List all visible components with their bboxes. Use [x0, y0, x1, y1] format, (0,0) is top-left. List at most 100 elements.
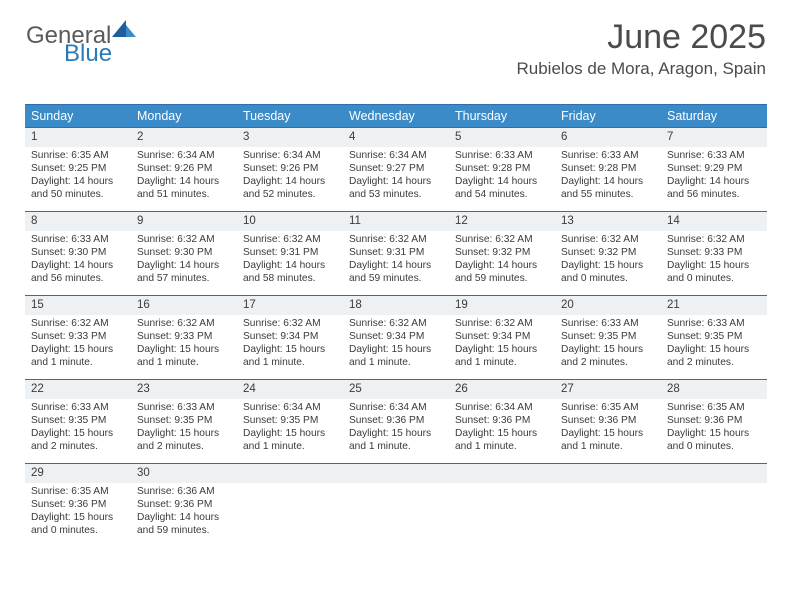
day-number: 19 [449, 295, 555, 315]
daylight-text: Daylight: 15 hours and 1 minute. [31, 343, 125, 369]
daylight-text: Daylight: 15 hours and 1 minute. [243, 343, 337, 369]
day-number: 10 [237, 211, 343, 231]
sunrise-text: Sunrise: 6:32 AM [455, 317, 549, 330]
daylight-text: Daylight: 14 hours and 51 minutes. [137, 175, 231, 201]
logo: General Blue [26, 24, 138, 72]
calendar-cell: 7Sunrise: 6:33 AMSunset: 9:29 PMDaylight… [661, 127, 767, 211]
daylight-text: Daylight: 14 hours and 56 minutes. [667, 175, 761, 201]
day-detail: Sunrise: 6:32 AMSunset: 9:33 PMDaylight:… [661, 231, 767, 291]
calendar-cell: 10Sunrise: 6:32 AMSunset: 9:31 PMDayligh… [237, 211, 343, 295]
day-number: 30 [131, 463, 237, 483]
day-number: 2 [131, 127, 237, 147]
sunrise-text: Sunrise: 6:33 AM [561, 149, 655, 162]
day-detail: Sunrise: 6:34 AMSunset: 9:36 PMDaylight:… [449, 399, 555, 459]
day-number: 15 [25, 295, 131, 315]
day-detail: Sunrise: 6:35 AMSunset: 9:36 PMDaylight:… [555, 399, 661, 459]
sunrise-text: Sunrise: 6:34 AM [243, 401, 337, 414]
day-number: 21 [661, 295, 767, 315]
day-number [237, 463, 343, 483]
day-detail: Sunrise: 6:32 AMSunset: 9:33 PMDaylight:… [25, 315, 131, 375]
sunset-text: Sunset: 9:33 PM [31, 330, 125, 343]
daylight-text: Daylight: 15 hours and 1 minute. [349, 343, 443, 369]
sunrise-text: Sunrise: 6:33 AM [455, 149, 549, 162]
calendar-cell: 18Sunrise: 6:32 AMSunset: 9:34 PMDayligh… [343, 295, 449, 379]
daylight-text: Daylight: 14 hours and 59 minutes. [137, 511, 231, 537]
daylight-text: Daylight: 14 hours and 53 minutes. [349, 175, 443, 201]
day-number [555, 463, 661, 483]
day-number: 27 [555, 379, 661, 399]
day-detail: Sunrise: 6:32 AMSunset: 9:34 PMDaylight:… [343, 315, 449, 375]
day-number: 4 [343, 127, 449, 147]
day-number [449, 463, 555, 483]
weekday-header: Friday [555, 105, 661, 127]
sunset-text: Sunset: 9:36 PM [349, 414, 443, 427]
day-detail: Sunrise: 6:33 AMSunset: 9:29 PMDaylight:… [661, 147, 767, 207]
sunset-text: Sunset: 9:30 PM [137, 246, 231, 259]
day-detail: Sunrise: 6:32 AMSunset: 9:34 PMDaylight:… [237, 315, 343, 375]
sunrise-text: Sunrise: 6:34 AM [349, 149, 443, 162]
calendar-cell [343, 463, 449, 547]
day-number: 23 [131, 379, 237, 399]
day-detail: Sunrise: 6:33 AMSunset: 9:28 PMDaylight:… [449, 147, 555, 207]
logo-text: General Blue [26, 24, 138, 72]
sunset-text: Sunset: 9:29 PM [667, 162, 761, 175]
calendar-cell: 5Sunrise: 6:33 AMSunset: 9:28 PMDaylight… [449, 127, 555, 211]
sunrise-text: Sunrise: 6:34 AM [349, 401, 443, 414]
day-detail: Sunrise: 6:32 AMSunset: 9:31 PMDaylight:… [343, 231, 449, 291]
calendar-cell: 6Sunrise: 6:33 AMSunset: 9:28 PMDaylight… [555, 127, 661, 211]
daylight-text: Daylight: 14 hours and 55 minutes. [561, 175, 655, 201]
sunset-text: Sunset: 9:35 PM [137, 414, 231, 427]
day-detail: Sunrise: 6:32 AMSunset: 9:32 PMDaylight:… [449, 231, 555, 291]
sunset-text: Sunset: 9:36 PM [31, 498, 125, 511]
day-detail: Sunrise: 6:32 AMSunset: 9:32 PMDaylight:… [555, 231, 661, 291]
title-block: June 2025 Rubielos de Mora, Aragon, Spai… [517, 18, 767, 79]
day-number: 9 [131, 211, 237, 231]
daylight-text: Daylight: 15 hours and 0 minutes. [31, 511, 125, 537]
weekday-header: Thursday [449, 105, 555, 127]
calendar-cell: 27Sunrise: 6:35 AMSunset: 9:36 PMDayligh… [555, 379, 661, 463]
sunset-text: Sunset: 9:36 PM [137, 498, 231, 511]
sunset-text: Sunset: 9:26 PM [243, 162, 337, 175]
sunrise-text: Sunrise: 6:33 AM [667, 317, 761, 330]
daylight-text: Daylight: 15 hours and 1 minute. [243, 427, 337, 453]
sunset-text: Sunset: 9:34 PM [349, 330, 443, 343]
day-number: 14 [661, 211, 767, 231]
day-number: 13 [555, 211, 661, 231]
day-detail: Sunrise: 6:35 AMSunset: 9:36 PMDaylight:… [25, 483, 131, 543]
calendar-cell: 30Sunrise: 6:36 AMSunset: 9:36 PMDayligh… [131, 463, 237, 547]
daylight-text: Daylight: 14 hours and 52 minutes. [243, 175, 337, 201]
day-number: 8 [25, 211, 131, 231]
sunset-text: Sunset: 9:26 PM [137, 162, 231, 175]
day-number: 17 [237, 295, 343, 315]
day-number: 18 [343, 295, 449, 315]
sunrise-text: Sunrise: 6:32 AM [137, 233, 231, 246]
sunrise-text: Sunrise: 6:32 AM [137, 317, 231, 330]
day-detail: Sunrise: 6:33 AMSunset: 9:35 PMDaylight:… [131, 399, 237, 459]
daylight-text: Daylight: 14 hours and 59 minutes. [455, 259, 549, 285]
day-detail: Sunrise: 6:33 AMSunset: 9:35 PMDaylight:… [661, 315, 767, 375]
calendar-cell: 25Sunrise: 6:34 AMSunset: 9:36 PMDayligh… [343, 379, 449, 463]
sunset-text: Sunset: 9:31 PM [243, 246, 337, 259]
sunset-text: Sunset: 9:36 PM [561, 414, 655, 427]
calendar-cell: 28Sunrise: 6:35 AMSunset: 9:36 PMDayligh… [661, 379, 767, 463]
sunset-text: Sunset: 9:33 PM [667, 246, 761, 259]
calendar-cell [237, 463, 343, 547]
calendar-cell: 24Sunrise: 6:34 AMSunset: 9:35 PMDayligh… [237, 379, 343, 463]
day-detail: Sunrise: 6:33 AMSunset: 9:35 PMDaylight:… [555, 315, 661, 375]
calendar-cell [555, 463, 661, 547]
daylight-text: Daylight: 15 hours and 2 minutes. [561, 343, 655, 369]
day-detail: Sunrise: 6:36 AMSunset: 9:36 PMDaylight:… [131, 483, 237, 543]
sunset-text: Sunset: 9:27 PM [349, 162, 443, 175]
day-detail: Sunrise: 6:32 AMSunset: 9:34 PMDaylight:… [449, 315, 555, 375]
day-number: 28 [661, 379, 767, 399]
sunrise-text: Sunrise: 6:32 AM [561, 233, 655, 246]
sunrise-text: Sunrise: 6:32 AM [667, 233, 761, 246]
sunset-text: Sunset: 9:35 PM [561, 330, 655, 343]
daylight-text: Daylight: 15 hours and 2 minutes. [31, 427, 125, 453]
day-number: 22 [25, 379, 131, 399]
sunset-text: Sunset: 9:35 PM [667, 330, 761, 343]
sunrise-text: Sunrise: 6:32 AM [349, 233, 443, 246]
sunrise-text: Sunrise: 6:32 AM [31, 317, 125, 330]
sunset-text: Sunset: 9:33 PM [137, 330, 231, 343]
daylight-text: Daylight: 15 hours and 2 minutes. [137, 427, 231, 453]
